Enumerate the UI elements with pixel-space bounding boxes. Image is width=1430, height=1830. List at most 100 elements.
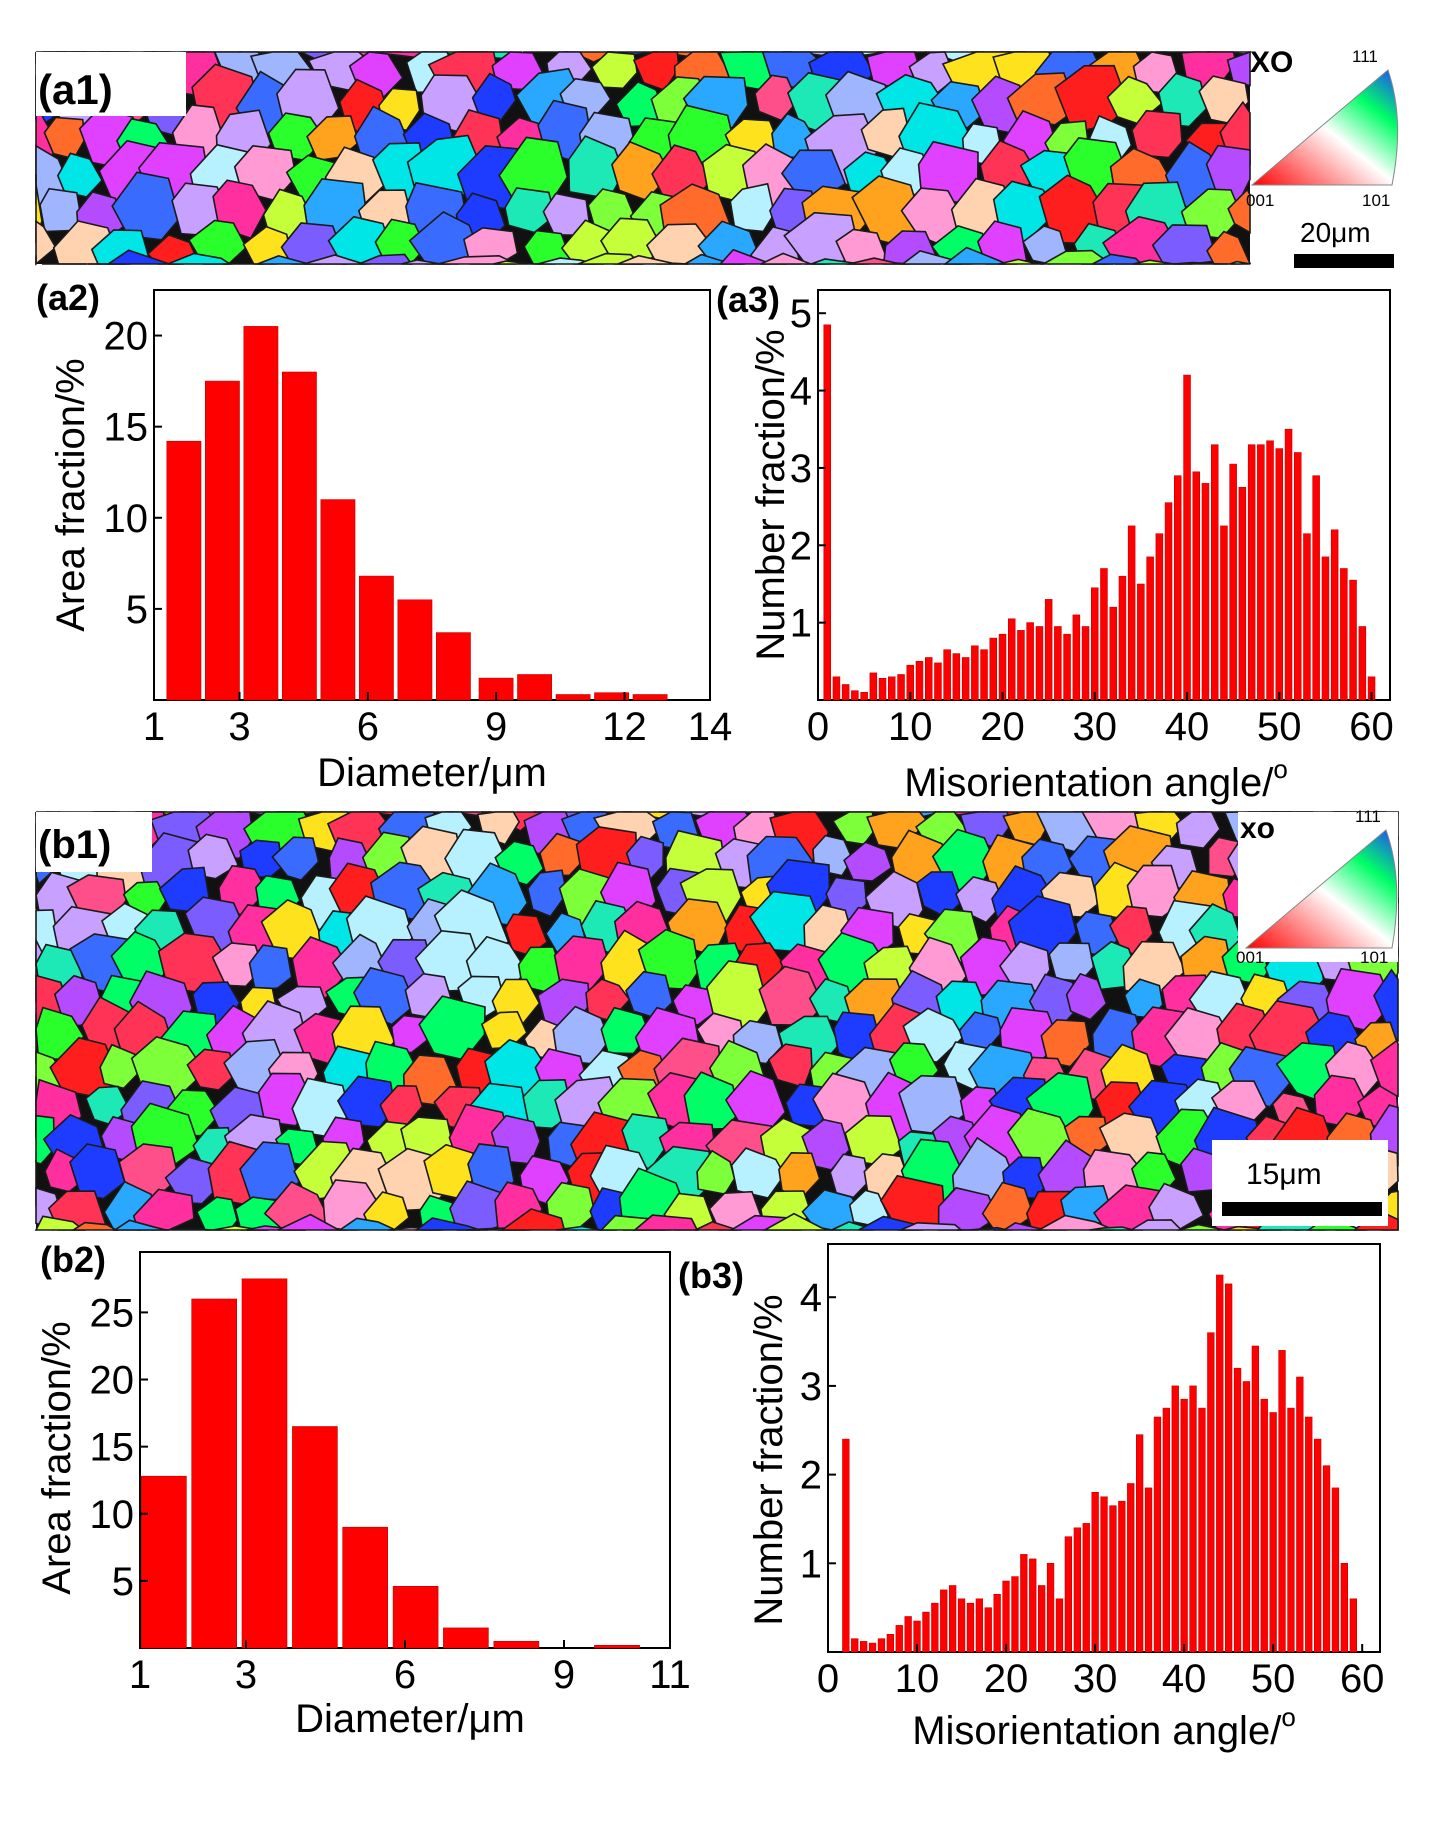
bar-a3-40	[1192, 471, 1201, 701]
x-axis-label-b3: Misorientation angle/o	[912, 1702, 1296, 1753]
ipf-triangle-b1: xo 111 001 101	[1236, 807, 1398, 967]
bar-a2-9	[517, 674, 553, 701]
y-tick-label-b2-3: 20	[90, 1359, 135, 1403]
ipf-axis-label-b1: xo	[1240, 812, 1275, 845]
bar-a3-17	[980, 649, 988, 701]
x-axis-label-b3-main: Misorientation angle/	[912, 1709, 1282, 1753]
chart-b2: 1 3 6 9 11 5 10 15 20 25 (b2) Diameter/μm Area fr…	[35, 1239, 691, 1741]
y-axis-label-b3: Number fraction/%	[747, 1294, 791, 1625]
grain	[729, 182, 776, 233]
bar-b3-37	[1171, 1385, 1179, 1653]
bar-b2-1	[191, 1298, 237, 1649]
grain	[900, 1221, 964, 1231]
x-tick-label-b2-2: 6	[394, 1653, 416, 1697]
bar-a3-15	[961, 657, 970, 701]
bar-a3-8	[897, 674, 905, 701]
y-axis-label-b2: Area fraction/%	[35, 1321, 79, 1594]
grain	[1128, 1219, 1184, 1231]
y-tick-label-a3-3: 4	[790, 370, 812, 414]
grain	[760, 252, 826, 265]
y-tick-label-a3-4: 5	[790, 292, 812, 336]
bar-b3-39	[1189, 1385, 1197, 1653]
y-tick-label-b3-1: 2	[800, 1454, 822, 1498]
x-tick-label-b3-5: 50	[1251, 1657, 1296, 1701]
ticks-a3: 0 10 20 30 40 50 60 1 2 3 4 5	[790, 292, 1394, 749]
bar-a3-34	[1137, 583, 1145, 701]
y-tick-label-a2-2: 15	[104, 406, 149, 450]
bar-a3-16	[971, 645, 979, 701]
x-tick-label-a3-4: 40	[1165, 705, 1210, 749]
grain	[437, 254, 517, 265]
bar-a3-0	[823, 324, 831, 701]
bar-b2-7	[493, 1641, 540, 1649]
grain	[492, 260, 542, 265]
scale-bar-a1: 20μm	[1294, 217, 1394, 268]
bar-b3-36	[1162, 1407, 1170, 1653]
bar-b3-47	[1260, 1398, 1268, 1653]
ipf-color-key-a1	[1250, 69, 1399, 186]
grain	[1227, 188, 1251, 234]
x-tick-label-b3-3: 30	[1073, 1657, 1118, 1701]
bar-b3-44	[1233, 1367, 1242, 1653]
x-tick-label-a3-3: 30	[1073, 705, 1118, 749]
bar-a3-38	[1174, 475, 1182, 701]
scale-bar-label-a1: 20μm	[1300, 217, 1371, 248]
grain	[248, 944, 293, 992]
bar-b3-21	[1029, 1558, 1037, 1653]
bar-a3-6	[878, 677, 887, 701]
ticks-b3: 0 10 20 30 40 50 60 1 2 3 4	[800, 1276, 1385, 1701]
bar-a3-10	[915, 660, 924, 701]
grain	[829, 1153, 870, 1199]
bar-a3-5	[869, 672, 878, 701]
bar-b3-27	[1082, 1523, 1090, 1653]
x-axis-label-b3-degree: o	[1281, 1702, 1295, 1732]
bar-a3-43	[1220, 525, 1228, 701]
bar-a3-39	[1183, 374, 1191, 701]
bar-b2-3	[292, 1426, 338, 1649]
y-tick-label-b2-1: 10	[90, 1493, 135, 1537]
grain	[291, 936, 351, 999]
panel-label-b2: (b2)	[40, 1239, 106, 1280]
grain	[590, 51, 638, 90]
bar-b3-0	[842, 1438, 850, 1653]
ipf-pole-101-b1: 101	[1360, 948, 1388, 967]
x-tick-label-b2-4: 11	[649, 1653, 691, 1697]
grain	[1175, 811, 1221, 850]
bar-b3-49	[1278, 1350, 1286, 1653]
bar-a3-30	[1100, 568, 1108, 701]
panel-label-a1: (a1)	[38, 66, 113, 113]
grain	[526, 869, 568, 918]
bar-b3-13	[957, 1598, 966, 1653]
ticks-a2: 1 3 6 9 12 14 5 10 15 20	[104, 315, 733, 749]
y-tick-label-b2-0: 5	[112, 1560, 134, 1604]
bar-b2-5	[392, 1586, 439, 1649]
x-tick-label-a2-4: 12	[602, 705, 647, 749]
ipf-triangle-a1: XO 111 001 101	[1246, 46, 1399, 210]
chart-a3: 0 10 20 30 40 50 60 1 2 3 4 5 (a3) Misorientation a…	[716, 279, 1394, 805]
grain	[1126, 864, 1184, 918]
bar-a3-21	[1017, 630, 1025, 701]
bar-b3-55	[1331, 1487, 1340, 1653]
bar-a3-53	[1312, 475, 1320, 701]
scale-bar-line-b1	[1222, 1202, 1382, 1216]
bar-a3-28	[1081, 626, 1090, 701]
grain	[112, 1219, 167, 1231]
bar-a2-6	[397, 599, 433, 701]
x-axis-label-a3-text-degree: o	[1273, 754, 1287, 784]
ipf-color-key-b1	[1244, 829, 1398, 949]
grain	[1040, 1018, 1091, 1068]
bar-a3-47	[1257, 444, 1265, 701]
bar-a3-52	[1303, 533, 1311, 701]
x-axis-label-a3-text-main: Misorientation angle/	[904, 761, 1274, 805]
bar-b3-48	[1269, 1412, 1277, 1653]
bar-b3-42	[1216, 1274, 1224, 1653]
bar-b3-24	[1055, 1598, 1064, 1653]
bar-a3-4	[860, 691, 868, 701]
bar-a3-37	[1164, 502, 1173, 701]
bar-b3-19	[1011, 1576, 1019, 1653]
bar-a2-10	[555, 694, 591, 701]
scale-bar-label-b1: 15μm	[1246, 1158, 1322, 1191]
ipf-axis-label-a1: XO	[1250, 46, 1293, 79]
bar-b3-51	[1296, 1376, 1304, 1653]
x-axis-label-a3-text: Misorientation angle/o	[904, 754, 1288, 805]
